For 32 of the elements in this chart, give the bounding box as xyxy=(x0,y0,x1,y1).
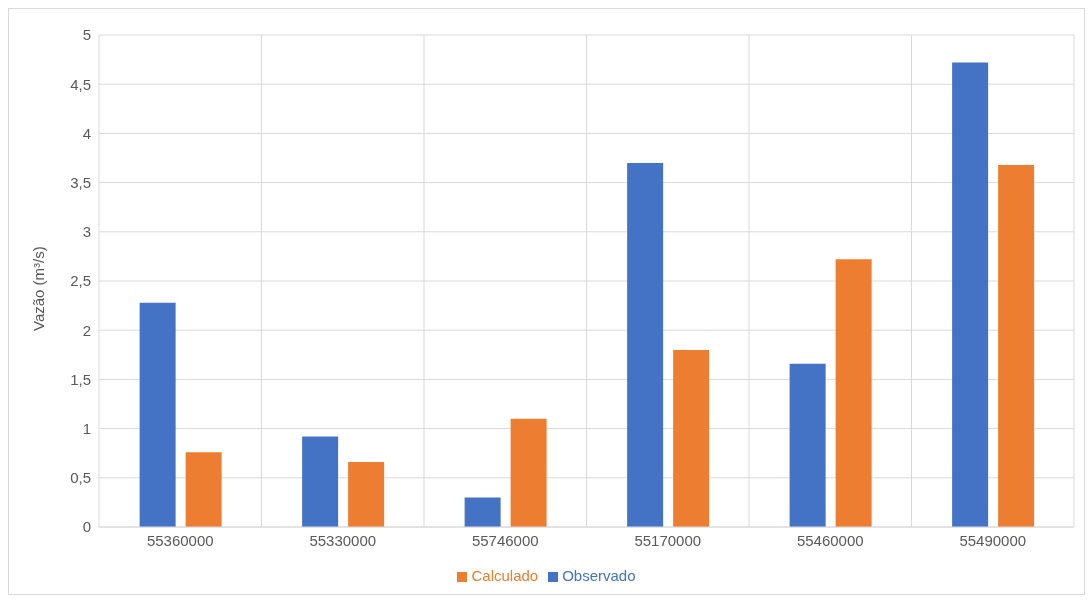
x-tick-label: 55330000 xyxy=(309,531,377,549)
y-tick-label: 5 xyxy=(82,26,91,44)
x-tick-label: 55746000 xyxy=(471,531,539,549)
bar xyxy=(835,259,872,527)
y-tick-label: 3,5 xyxy=(70,173,91,191)
x-tick-label: 55460000 xyxy=(796,531,864,549)
bar xyxy=(348,462,385,527)
bar xyxy=(627,162,664,527)
x-tick-label: 55360000 xyxy=(146,531,214,549)
bar xyxy=(185,452,222,527)
bar xyxy=(510,418,547,527)
y-tick-label: 4 xyxy=(82,124,91,142)
y-tick-label: 0 xyxy=(82,518,91,536)
y-axis-title: Vazão (m³/s) xyxy=(30,246,48,331)
x-tick-label: 55170000 xyxy=(634,531,702,549)
y-tick-label: 1 xyxy=(82,419,91,437)
y-tick-label: 1,5 xyxy=(70,370,91,388)
y-tick-label: 2,5 xyxy=(70,272,91,290)
y-tick-label: 4,5 xyxy=(70,75,91,93)
legend-label: Observado xyxy=(562,567,636,584)
x-tick-label: 55490000 xyxy=(959,531,1027,549)
y-tick-label: 2 xyxy=(82,321,91,339)
y-tick-label: 0,5 xyxy=(70,469,91,487)
bar xyxy=(464,497,501,527)
bar xyxy=(139,302,176,527)
y-tick-label: 3 xyxy=(82,223,91,241)
bar xyxy=(302,436,339,527)
bar xyxy=(952,62,989,527)
legend-label: Calculado xyxy=(471,567,539,584)
bar xyxy=(673,349,710,527)
bar xyxy=(789,363,826,527)
bar xyxy=(998,164,1035,527)
